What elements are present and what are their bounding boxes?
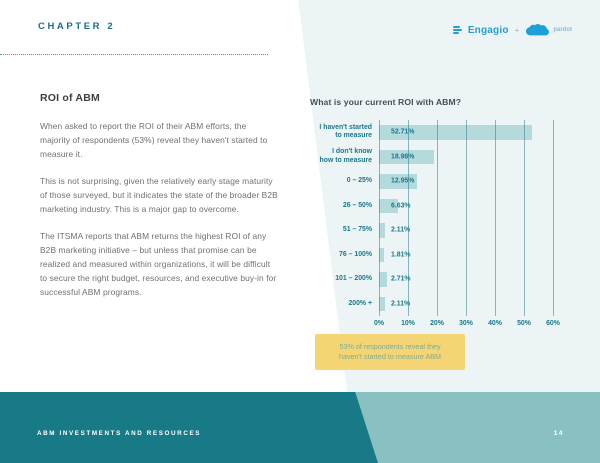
chart-rows: I haven't started to measure 52.71% I don'…	[310, 120, 572, 316]
bar	[379, 174, 417, 189]
chart-row: 200% + 2.11%	[310, 292, 572, 317]
x-tick-label: 30%	[459, 320, 473, 327]
article-title: ROI of ABM	[40, 92, 100, 104]
footer-bar: ABM INVESTMENTS AND RESOURCES 14	[0, 392, 600, 463]
bar	[379, 149, 435, 164]
category-label: 200% +	[348, 299, 372, 307]
x-tick-label: 40%	[488, 320, 502, 327]
value-label: 6.63%	[391, 202, 411, 210]
chart-row: 26 – 50% 6.63%	[310, 194, 572, 219]
bar	[379, 296, 386, 311]
bar	[379, 247, 385, 262]
chart-row: 51 – 75% 2.11%	[310, 218, 572, 243]
pardot-logo-text: pardot	[553, 27, 572, 33]
category-label: 26 – 50%	[342, 201, 372, 209]
bar	[379, 272, 387, 287]
value-label: 52.71%	[391, 128, 415, 136]
category-label: 101 – 200%	[335, 275, 372, 282]
chapter-label: CHAPTER 2	[38, 21, 116, 32]
article-paragraph: This is not surprising, given the relati…	[40, 176, 278, 214]
x-tick-label: 10%	[401, 320, 415, 327]
value-label: 2.11%	[391, 226, 411, 234]
chart-row: I haven't started to measure 52.71%	[310, 120, 572, 145]
category-label: I haven't started to measure	[319, 123, 372, 140]
plus-separator: +	[514, 25, 520, 35]
bar-area: 12.95%	[379, 169, 572, 194]
chart-row: 0 – 25% 12.95%	[310, 169, 572, 194]
salesforce-cloud-icon	[526, 23, 550, 35]
category-label: 51 – 75%	[342, 226, 372, 233]
bar	[379, 223, 386, 238]
value-label: 18.98%	[391, 153, 415, 161]
x-tick-label: 50%	[517, 320, 531, 327]
chart-row: 101 – 200% 2.71%	[310, 267, 572, 292]
chart-row: I don't know how to measure 18.98%	[310, 145, 572, 170]
x-tick-label: 60%	[546, 320, 560, 327]
brand-logos: Engagio + pardot	[452, 22, 572, 38]
bar-area: 52.71%	[379, 120, 572, 145]
footer-diagonal-accent	[355, 392, 600, 463]
engagio-logo-icon	[452, 26, 462, 34]
dotted-divider	[0, 54, 268, 55]
bar-area: 2.71%	[379, 267, 572, 292]
article-paragraph: The ITSMA reports that ABM returns the h…	[40, 231, 277, 297]
highlight-callout: 53% of respondents reveal they haven't s…	[315, 334, 465, 370]
x-tick-label: 20%	[430, 320, 444, 327]
category-label: 0 – 25%	[346, 177, 372, 184]
bar-area: 1.81%	[379, 243, 572, 268]
bar-area: 18.98%	[379, 145, 572, 170]
category-label: I don't know how to measure	[319, 148, 372, 164]
page-number: 14	[553, 430, 564, 437]
bar	[379, 198, 399, 213]
bar-area: 6.63%	[379, 194, 572, 219]
chart-row: 76 – 100% 1.81%	[310, 243, 572, 268]
chart-x-axis: 0% 10% 20% 30% 40% 50% 60%	[310, 320, 572, 334]
bar-area: 2.11%	[379, 292, 572, 317]
bar	[379, 125, 532, 140]
x-tick-label: 0%	[374, 320, 384, 327]
article-paragraph: When asked to report the ROI of their AB…	[40, 121, 268, 159]
value-label: 1.81%	[391, 251, 411, 259]
footer-section-title: ABM INVESTMENTS AND RESOURCES	[37, 430, 202, 437]
engagio-logo-text: Engagio	[467, 24, 509, 36]
bar-area: 2.11%	[379, 218, 572, 243]
value-label: 12.95%	[391, 177, 415, 185]
chart-plot: I haven't started to measure 52.71% I don'…	[310, 120, 572, 334]
category-label: 76 – 100%	[339, 250, 372, 258]
value-label: 2.11%	[391, 300, 411, 308]
chart-title: What is your current ROI with ABM?	[310, 97, 462, 107]
article-column: ROI of ABM When asked to report the ROI …	[40, 92, 278, 312]
roi-bar-chart: What is your current ROI with ABM? I hav…	[310, 97, 572, 334]
value-label: 2.71%	[391, 275, 411, 283]
